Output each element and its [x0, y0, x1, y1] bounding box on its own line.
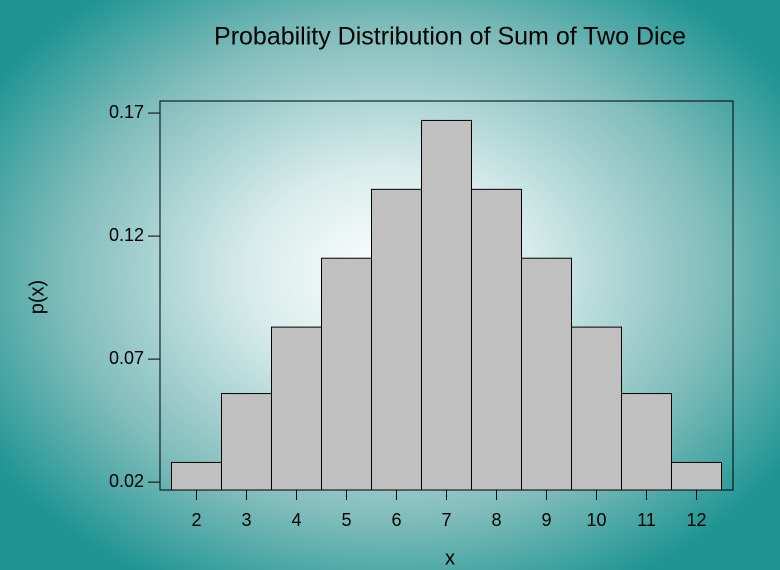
bar — [571, 326, 622, 491]
bar — [171, 461, 222, 491]
y-tick-label: 0.07 — [109, 348, 144, 368]
bar — [621, 393, 672, 491]
x-axis-label: x — [445, 547, 455, 569]
x-tick-label: 2 — [191, 510, 201, 530]
x-tick-label: 4 — [291, 510, 301, 530]
x-tick-label: 6 — [391, 510, 401, 530]
x-tick-label: 12 — [686, 510, 706, 530]
y-tick-label: 0.02 — [109, 471, 144, 491]
x-tick-label: 3 — [241, 510, 251, 530]
bar — [671, 461, 722, 491]
y-axis-label: p(x) — [26, 280, 48, 314]
x-tick-label: 9 — [541, 510, 551, 530]
bar — [371, 188, 422, 491]
bar — [271, 326, 322, 491]
bar — [221, 393, 272, 491]
x-tick-label: 5 — [341, 510, 351, 530]
bar — [521, 257, 572, 491]
chart-title: Probability Distribution of Sum of Two D… — [214, 23, 686, 51]
y-tick-label: 0.17 — [109, 102, 144, 122]
x-tick-label: 10 — [586, 510, 606, 530]
x-tick-label: 7 — [441, 510, 451, 530]
y-tick-label: 0.12 — [109, 225, 144, 245]
x-tick-label: 11 — [637, 510, 656, 530]
bar — [421, 119, 472, 491]
bar — [321, 257, 372, 491]
bar — [471, 188, 522, 491]
x-tick-label: 8 — [491, 510, 501, 530]
